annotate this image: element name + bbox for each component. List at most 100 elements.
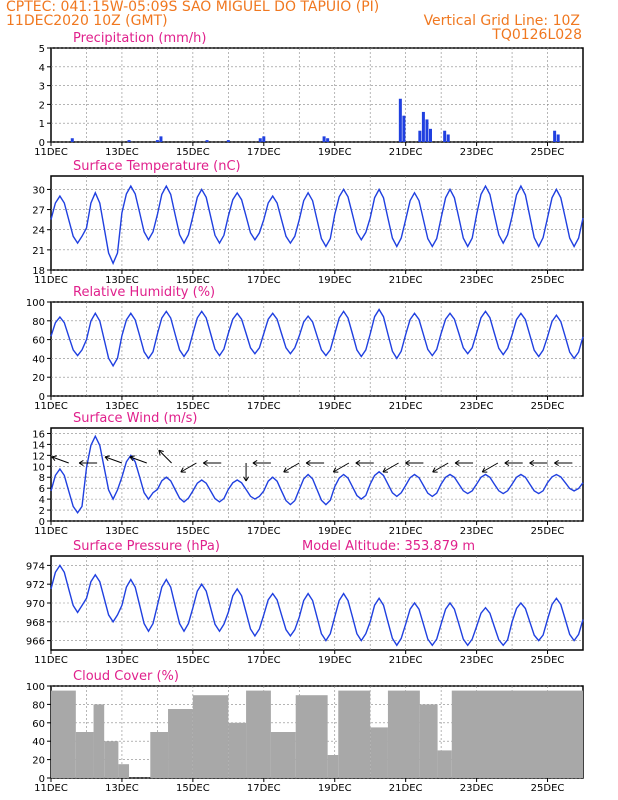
wind-arrow-head bbox=[158, 449, 164, 456]
precip-bar bbox=[326, 138, 330, 142]
cloud-bar bbox=[246, 690, 271, 778]
x-tick-label: 17DEC bbox=[247, 783, 281, 794]
wind-arrow bbox=[104, 456, 123, 464]
precip-bar bbox=[155, 140, 159, 142]
panel-frame bbox=[50, 47, 584, 143]
y-tick-label: 966 bbox=[26, 637, 45, 648]
vertical-grid-note: Vertical Grid Line: 10Z bbox=[423, 13, 580, 29]
y-tick-label: 0 bbox=[39, 392, 45, 403]
cloud-bar bbox=[192, 695, 229, 778]
x-tick-label: 13DEC bbox=[105, 275, 139, 286]
x-tick-label: 17DEC bbox=[247, 147, 281, 158]
y-tick-label: 14 bbox=[32, 440, 45, 451]
wind-arrow-head bbox=[405, 459, 410, 467]
y-tick-label: 1 bbox=[39, 119, 45, 130]
y-tick-label: 80 bbox=[32, 700, 45, 711]
x-tick-label: 13DEC bbox=[105, 401, 139, 412]
y-tick-label: 2 bbox=[39, 100, 45, 111]
precip-bar bbox=[443, 130, 447, 142]
x-tick-label: 15DEC bbox=[176, 147, 210, 158]
wind-arrow bbox=[283, 462, 300, 473]
x-tick-label: 15DEC bbox=[176, 275, 210, 286]
y-tick-label: 12 bbox=[32, 451, 45, 462]
y-tick-label: 970 bbox=[26, 599, 45, 610]
x-tick-label: 13DEC bbox=[105, 526, 139, 537]
cloud-bar bbox=[75, 732, 94, 778]
precip-bar bbox=[556, 134, 560, 142]
precip-bar bbox=[428, 128, 432, 142]
wind-arrow-head bbox=[104, 455, 111, 462]
y-tick-label: 24 bbox=[32, 226, 45, 237]
y-tick-label: 60 bbox=[32, 336, 45, 347]
panel-title: Surface Temperature (nC) bbox=[73, 159, 241, 174]
precip-bar bbox=[446, 134, 450, 142]
panel-title: Precipitation (mm/h) bbox=[73, 31, 206, 46]
y-tick-label: 20 bbox=[32, 373, 45, 384]
x-tick-label: 11DEC bbox=[34, 147, 68, 158]
cloud-bar bbox=[419, 704, 438, 778]
x-tick-label: 19DEC bbox=[318, 526, 352, 537]
y-tick-label: 8 bbox=[39, 473, 45, 484]
x-tick-label: 23DEC bbox=[460, 783, 494, 794]
wind-arrow-head bbox=[129, 455, 135, 462]
wind-arrow-head bbox=[252, 459, 258, 467]
precip-bar bbox=[262, 136, 266, 142]
y-tick-label: 4 bbox=[39, 495, 45, 506]
precip-bar bbox=[322, 136, 326, 142]
wind-arrow-head bbox=[243, 476, 250, 482]
y-tick-label: 60 bbox=[32, 719, 45, 730]
header-line1: CPTEC: 041:15W-05:09S SAO MIGUEL DO TAPU… bbox=[6, 0, 380, 15]
y-tick-label: 972 bbox=[26, 580, 45, 591]
x-tick-label: 19DEC bbox=[318, 401, 352, 412]
x-tick-label: 19DEC bbox=[318, 783, 352, 794]
x-tick-label: 23DEC bbox=[460, 401, 494, 412]
cloud-bar bbox=[270, 732, 296, 778]
y-tick-label: 40 bbox=[32, 737, 45, 748]
cloud-bar bbox=[370, 727, 388, 778]
y-tick-label: 80 bbox=[32, 317, 45, 328]
panel-title: Cloud Cover (%) bbox=[73, 669, 179, 684]
x-tick-label: 25DEC bbox=[531, 655, 565, 666]
y-tick-label: 30 bbox=[32, 185, 45, 196]
x-tick-label: 19DEC bbox=[318, 147, 352, 158]
series-line bbox=[50, 434, 584, 515]
x-tick-label: 21DEC bbox=[389, 526, 423, 537]
cloud-bar bbox=[104, 741, 119, 778]
wind-arrow-head bbox=[432, 467, 438, 473]
wind-arrow-head bbox=[202, 459, 208, 467]
series-line bbox=[50, 564, 584, 647]
wind-arrow-head bbox=[180, 467, 186, 473]
x-tick-label: 11DEC bbox=[34, 655, 68, 666]
y-tick-label: 27 bbox=[32, 206, 45, 217]
wind-arrow bbox=[482, 462, 499, 473]
cloud-bar bbox=[387, 690, 420, 778]
wind-arrow bbox=[382, 462, 399, 473]
wind-arrow-head bbox=[454, 459, 460, 467]
wind-arrow bbox=[180, 462, 197, 473]
x-tick-label: 17DEC bbox=[247, 655, 281, 666]
y-tick-label: 2 bbox=[39, 506, 45, 517]
cloud-bar bbox=[327, 755, 339, 778]
x-tick-label: 17DEC bbox=[247, 401, 281, 412]
x-tick-label: 23DEC bbox=[460, 526, 494, 537]
y-tick-label: 0 bbox=[39, 138, 45, 149]
precip-bar bbox=[159, 136, 163, 142]
x-tick-label: 19DEC bbox=[318, 275, 352, 286]
precip-bar bbox=[418, 130, 422, 142]
x-tick-label: 11DEC bbox=[34, 275, 68, 286]
y-tick-label: 100 bbox=[26, 682, 45, 693]
y-tick-label: 3 bbox=[39, 82, 45, 93]
y-tick-label: 18 bbox=[32, 266, 45, 277]
wind-arrow-head bbox=[529, 459, 535, 467]
cloud-bar bbox=[295, 695, 328, 778]
x-tick-label: 15DEC bbox=[176, 783, 210, 794]
wind-arrow bbox=[333, 462, 350, 473]
x-tick-label: 15DEC bbox=[176, 526, 210, 537]
x-tick-label: 21DEC bbox=[389, 401, 423, 412]
wind-arrow bbox=[432, 462, 449, 473]
cloud-bar bbox=[118, 764, 130, 778]
cloud-bar bbox=[451, 690, 583, 778]
precip-bar bbox=[205, 140, 209, 142]
cloud-bar bbox=[168, 709, 193, 778]
precip-bar bbox=[402, 115, 406, 142]
